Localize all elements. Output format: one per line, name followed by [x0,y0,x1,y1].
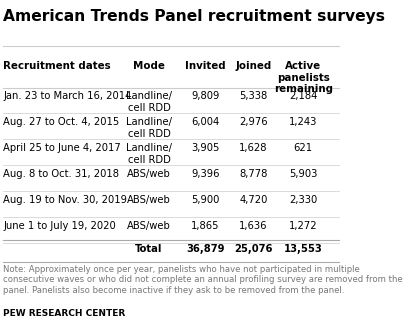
Text: Aug. 8 to Oct. 31, 2018: Aug. 8 to Oct. 31, 2018 [3,169,119,179]
Text: 1,628: 1,628 [239,143,268,153]
Text: 5,338: 5,338 [239,91,268,101]
Text: Landline/
cell RDD: Landline/ cell RDD [126,91,172,113]
Text: 1,865: 1,865 [192,221,220,232]
Text: 5,903: 5,903 [289,169,318,179]
Text: Active
panelists
remaining: Active panelists remaining [274,61,333,94]
Text: 1,243: 1,243 [289,117,318,127]
Text: April 25 to June 4, 2017: April 25 to June 4, 2017 [3,143,121,153]
Text: ABS/web: ABS/web [127,169,171,179]
Text: 2,330: 2,330 [289,196,318,205]
Text: Total: Total [135,244,163,255]
Text: 36,879: 36,879 [186,244,225,255]
Text: 6,004: 6,004 [192,117,220,127]
Text: 4,720: 4,720 [239,196,268,205]
Text: 13,553: 13,553 [284,244,323,255]
Text: Jan. 23 to March 16, 2014: Jan. 23 to March 16, 2014 [3,91,132,101]
Text: Invited: Invited [185,61,226,71]
Text: June 1 to July 19, 2020: June 1 to July 19, 2020 [3,221,116,232]
Text: PEW RESEARCH CENTER: PEW RESEARCH CENTER [3,309,126,318]
Text: 5,900: 5,900 [192,196,220,205]
Text: ABS/web: ABS/web [127,221,171,232]
Text: 2,976: 2,976 [239,117,268,127]
Text: Landline/
cell RDD: Landline/ cell RDD [126,117,172,139]
Text: Joined: Joined [236,61,272,71]
Text: 9,809: 9,809 [192,91,220,101]
Text: 25,076: 25,076 [234,244,273,255]
Text: 9,396: 9,396 [192,169,220,179]
Text: 1,636: 1,636 [239,221,268,232]
Text: ABS/web: ABS/web [127,196,171,205]
Text: Recruitment dates: Recruitment dates [3,61,111,71]
Text: Note: Approximately once per year, panelists who have not participated in multip: Note: Approximately once per year, panel… [3,265,403,295]
Text: 3,905: 3,905 [192,143,220,153]
Text: American Trends Panel recruitment surveys: American Trends Panel recruitment survey… [3,10,386,25]
Text: Aug. 27 to Oct. 4, 2015: Aug. 27 to Oct. 4, 2015 [3,117,120,127]
Text: Landline/
cell RDD: Landline/ cell RDD [126,143,172,165]
Text: Mode: Mode [133,61,165,71]
Text: Aug. 19 to Nov. 30, 2019: Aug. 19 to Nov. 30, 2019 [3,196,127,205]
Text: 1,272: 1,272 [289,221,318,232]
Text: 621: 621 [294,143,313,153]
Text: 8,778: 8,778 [239,169,268,179]
Text: 2,184: 2,184 [289,91,318,101]
